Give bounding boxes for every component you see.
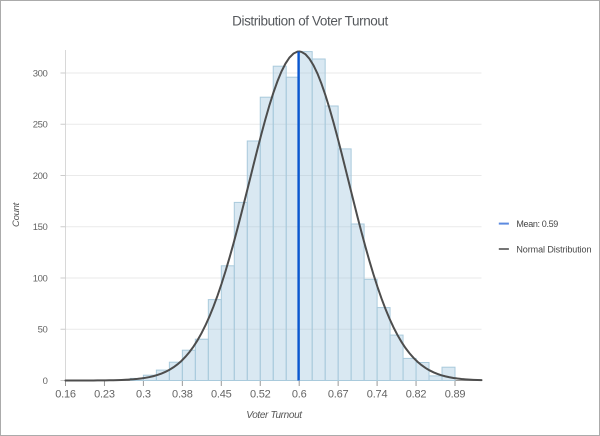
svg-text:100: 100: [33, 273, 48, 284]
svg-text:250: 250: [33, 120, 48, 131]
svg-text:Voter Turnout: Voter Turnout: [246, 410, 303, 421]
svg-text:0.89: 0.89: [445, 389, 466, 401]
svg-text:0.3: 0.3: [136, 389, 151, 401]
svg-text:150: 150: [33, 222, 48, 233]
svg-text:0.16: 0.16: [55, 389, 76, 401]
svg-text:0.38: 0.38: [172, 389, 193, 401]
svg-text:0: 0: [43, 376, 48, 387]
svg-text:Mean: 0.59: Mean: 0.59: [516, 219, 558, 229]
svg-text:0.45: 0.45: [211, 389, 232, 401]
svg-text:Count: Count: [11, 202, 22, 227]
svg-text:Normal Distribution: Normal Distribution: [516, 244, 591, 254]
svg-text:0.52: 0.52: [250, 389, 271, 401]
svg-text:0.67: 0.67: [328, 389, 349, 401]
svg-text:0.82: 0.82: [406, 389, 427, 401]
svg-text:0.23: 0.23: [94, 389, 115, 401]
svg-text:Distribution of Voter Turnout: Distribution of Voter Turnout: [232, 14, 388, 29]
svg-text:50: 50: [38, 325, 48, 336]
svg-text:200: 200: [33, 171, 48, 182]
svg-text:0.6: 0.6: [292, 389, 307, 401]
svg-text:0.74: 0.74: [367, 389, 388, 401]
svg-text:300: 300: [33, 68, 48, 79]
